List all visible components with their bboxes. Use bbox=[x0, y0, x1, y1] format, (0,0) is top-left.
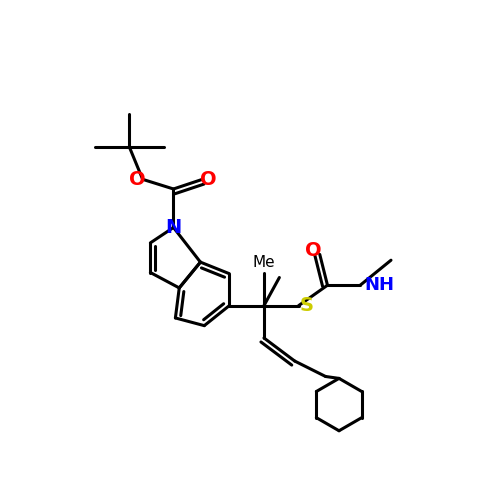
Text: O: O bbox=[128, 170, 145, 189]
Text: N: N bbox=[166, 218, 182, 237]
Text: Me: Me bbox=[252, 256, 276, 270]
Text: NH: NH bbox=[364, 276, 394, 294]
Text: O: O bbox=[200, 170, 216, 189]
Text: S: S bbox=[300, 296, 314, 315]
Text: O: O bbox=[304, 241, 321, 260]
